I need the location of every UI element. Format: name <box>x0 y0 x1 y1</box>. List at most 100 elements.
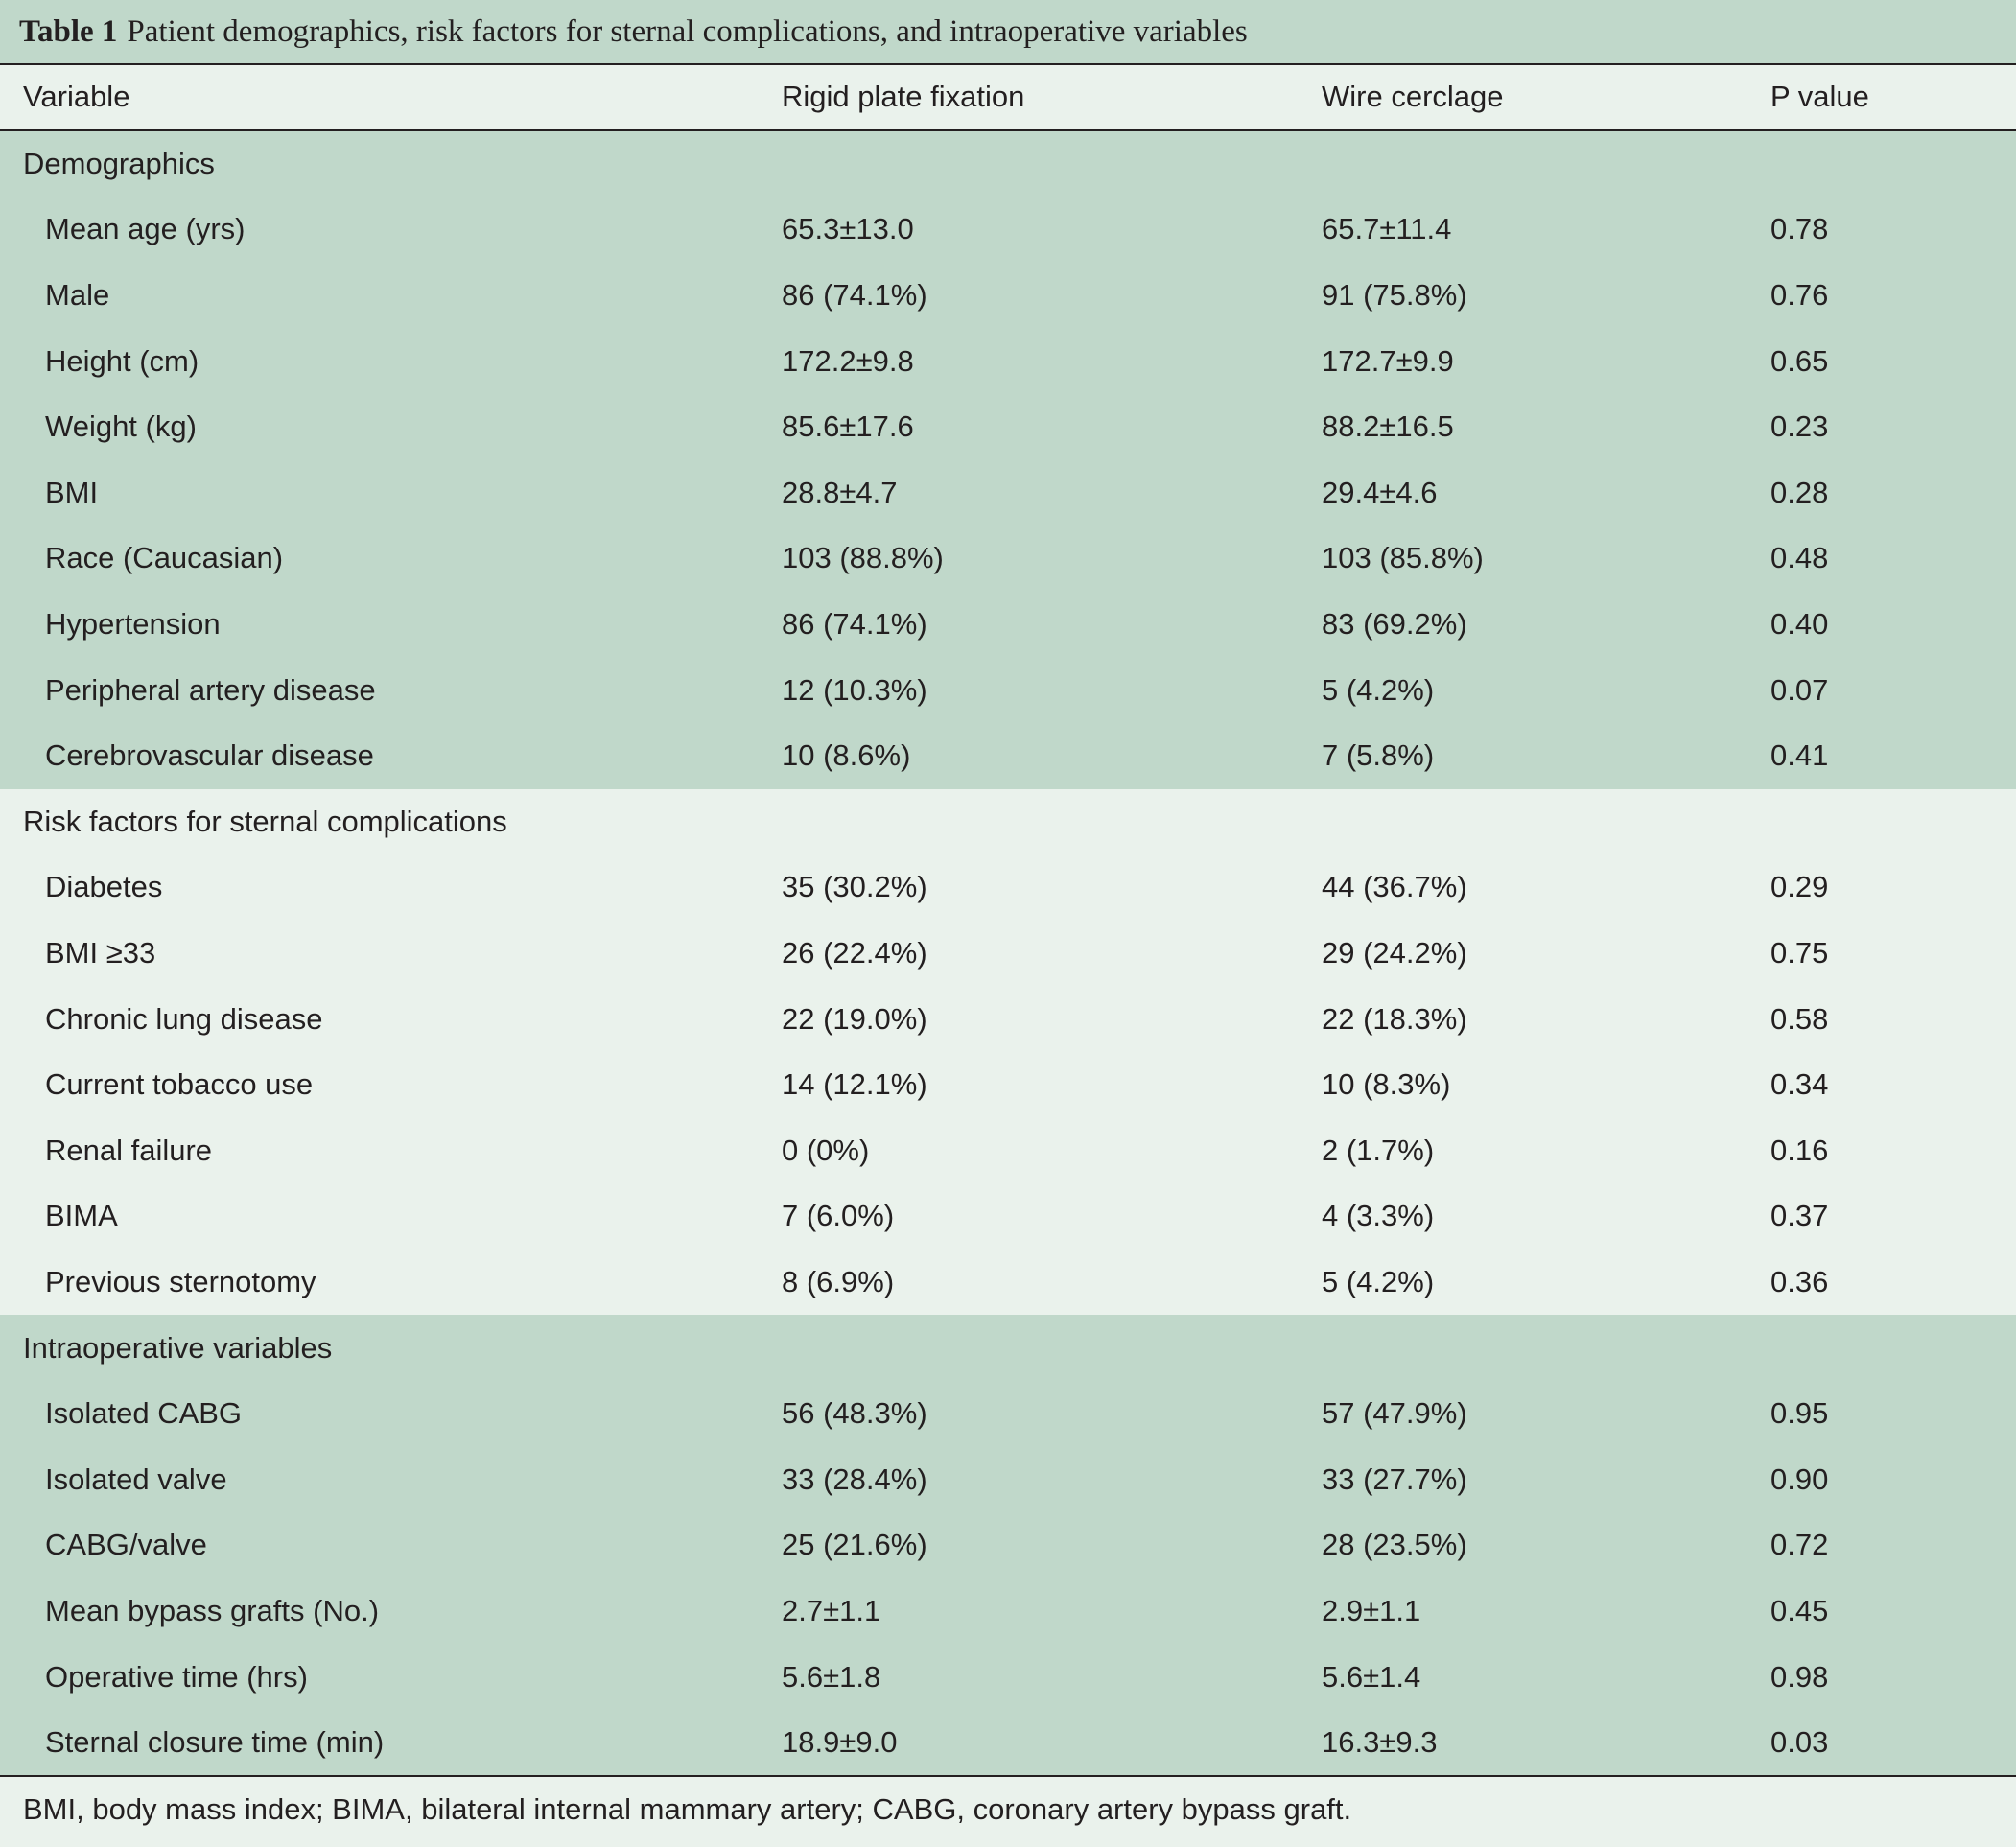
cell-p-value: 0.58 <box>1770 1001 1829 1036</box>
cell-wire-cerclage: 5.6±1.4 <box>1322 1659 1421 1694</box>
cell-wire-cerclage: 7 (5.8%) <box>1322 738 1435 773</box>
table-body: Demographics Mean age (yrs) 65.3±13.0 65.7±… <box>0 130 2016 1776</box>
table-caption-text: Patient demographics, risk factors for s… <box>127 13 1248 49</box>
table-row: Renal failure 0 (0%) 2 (1.7%) 0.16 <box>0 1118 2016 1184</box>
cell-rigid-plate: 0 (0%) <box>782 1133 870 1167</box>
cell-variable: Isolated valve <box>45 1461 227 1496</box>
cell-variable: Renal failure <box>45 1133 213 1167</box>
table-row: BIMA 7 (6.0%) 4 (3.3%) 0.37 <box>0 1183 2016 1250</box>
table-row: Diabetes 35 (30.2%) 44 (36.7%) 0.29 <box>0 854 2016 921</box>
table-row: Height (cm) 172.2±9.8 172.7±9.9 0.65 <box>0 328 2016 394</box>
cell-rigid-plate: 2.7±1.1 <box>782 1593 881 1627</box>
cell-variable: Diabetes <box>45 870 163 904</box>
cell-variable: Height (cm) <box>45 343 199 378</box>
column-header-variable: Variable <box>23 80 130 114</box>
cell-variable: Hypertension <box>45 607 221 642</box>
table-row: BMI 28.8±4.7 29.4±4.6 0.28 <box>0 460 2016 526</box>
cell-variable: Mean bypass grafts (No.) <box>45 1593 380 1627</box>
cell-wire-cerclage: 91 (75.8%) <box>1322 278 1467 313</box>
table-row: Operative time (hrs) 5.6±1.8 5.6±1.4 0.98 <box>0 1644 2016 1710</box>
cell-wire-cerclage: 10 (8.3%) <box>1322 1067 1451 1102</box>
cell-variable: Chronic lung disease <box>45 1001 323 1036</box>
table-row: Current tobacco use 14 (12.1%) 10 (8.3%) 0.… <box>0 1052 2016 1118</box>
cell-rigid-plate: 33 (28.4%) <box>782 1461 927 1496</box>
cell-p-value: 0.16 <box>1770 1133 1829 1167</box>
cell-rigid-plate: 18.9±9.0 <box>782 1725 898 1760</box>
cell-variable: Weight (kg) <box>45 409 197 444</box>
cell-rigid-plate: 7 (6.0%) <box>782 1199 895 1233</box>
cell-p-value: 0.23 <box>1770 409 1829 444</box>
cell-wire-cerclage: 172.7±9.9 <box>1322 343 1454 378</box>
cell-variable: Operative time (hrs) <box>45 1659 308 1694</box>
column-header-rigid-plate: Rigid plate fixation <box>782 80 1025 114</box>
column-header-wire-cerclage: Wire cerclage <box>1322 80 1504 114</box>
cell-rigid-plate: 35 (30.2%) <box>782 870 927 904</box>
table-row: Previous sternotomy 8 (6.9%) 5 (4.2%) 0.36 <box>0 1250 2016 1316</box>
cell-variable: Peripheral artery disease <box>45 672 376 707</box>
cell-wire-cerclage: 4 (3.3%) <box>1322 1199 1435 1233</box>
cell-variable: Sternal closure time (min) <box>45 1725 385 1760</box>
cell-p-value: 0.48 <box>1770 541 1829 575</box>
section-title: Demographics <box>23 146 215 180</box>
table-row: Hypertension 86 (74.1%) 83 (69.2%) 0.40 <box>0 592 2016 658</box>
cell-p-value: 0.95 <box>1770 1396 1829 1431</box>
table-row: Male 86 (74.1%) 91 (75.8%) 0.76 <box>0 263 2016 329</box>
cell-wire-cerclage: 57 (47.9%) <box>1322 1396 1467 1431</box>
cell-variable: Current tobacco use <box>45 1067 314 1102</box>
table-row: Cerebrovascular disease 10 (8.6%) 7 (5.8%)… <box>0 723 2016 789</box>
cell-wire-cerclage: 44 (36.7%) <box>1322 870 1467 904</box>
cell-rigid-plate: 85.6±17.6 <box>782 409 914 444</box>
cell-rigid-plate: 56 (48.3%) <box>782 1396 927 1431</box>
cell-wire-cerclage: 33 (27.7%) <box>1322 1461 1467 1496</box>
cell-p-value: 0.37 <box>1770 1199 1829 1233</box>
cell-p-value: 0.41 <box>1770 738 1829 773</box>
cell-rigid-plate: 86 (74.1%) <box>782 607 927 642</box>
table-row: Weight (kg) 85.6±17.6 88.2±16.5 0.23 <box>0 394 2016 460</box>
cell-p-value: 0.36 <box>1770 1264 1829 1298</box>
cell-wire-cerclage: 29.4±4.6 <box>1322 475 1438 509</box>
cell-p-value: 0.03 <box>1770 1725 1829 1760</box>
cell-rigid-plate: 172.2±9.8 <box>782 343 914 378</box>
cell-p-value: 0.90 <box>1770 1461 1829 1496</box>
cell-rigid-plate: 103 (88.8%) <box>782 541 944 575</box>
table-row: BMI ≥33 26 (22.4%) 29 (24.2%) 0.75 <box>0 921 2016 987</box>
cell-p-value: 0.28 <box>1770 475 1829 509</box>
cell-rigid-plate: 28.8±4.7 <box>782 475 898 509</box>
cell-rigid-plate: 22 (19.0%) <box>782 1001 927 1036</box>
cell-p-value: 0.72 <box>1770 1528 1829 1562</box>
cell-variable: Isolated CABG <box>45 1396 243 1431</box>
table-row: Mean bypass grafts (No.) 2.7±1.1 2.9±1.1 0.… <box>0 1578 2016 1645</box>
cell-wire-cerclage: 16.3±9.3 <box>1322 1725 1438 1760</box>
cell-wire-cerclage: 5 (4.2%) <box>1322 672 1435 707</box>
cell-variable: Race (Caucasian) <box>45 541 284 575</box>
cell-wire-cerclage: 22 (18.3%) <box>1322 1001 1467 1036</box>
table-section: Risk factors for sternal complications Di… <box>0 788 2016 1316</box>
column-header-p-value: P value <box>1770 80 1869 114</box>
cell-p-value: 0.78 <box>1770 212 1829 246</box>
section-header-row: Demographics <box>0 131 2016 198</box>
cell-rigid-plate: 14 (12.1%) <box>782 1067 927 1102</box>
cell-wire-cerclage: 103 (85.8%) <box>1322 541 1484 575</box>
table-row: Chronic lung disease 22 (19.0%) 22 (18.3%)… <box>0 986 2016 1052</box>
table-row: Race (Caucasian) 103 (88.8%) 103 (85.8%) 0.… <box>0 526 2016 592</box>
section-header-row: Intraoperative variables <box>0 1315 2016 1381</box>
cell-p-value: 0.07 <box>1770 672 1829 707</box>
cell-wire-cerclage: 65.7±11.4 <box>1322 212 1452 246</box>
section-title: Intraoperative variables <box>23 1330 333 1365</box>
table-caption-label: Table 1 <box>19 13 118 49</box>
cell-variable: BMI ≥33 <box>45 936 156 970</box>
cell-variable: BMI <box>45 475 99 509</box>
table-section: Intraoperative variables Isolated CABG 56 … <box>0 1315 2016 1776</box>
cell-wire-cerclage: 5 (4.2%) <box>1322 1264 1435 1298</box>
table-section: Demographics Mean age (yrs) 65.3±13.0 65.7±… <box>0 130 2016 789</box>
cell-wire-cerclage: 2 (1.7%) <box>1322 1133 1435 1167</box>
cell-variable: Male <box>45 278 110 313</box>
cell-p-value: 0.45 <box>1770 1593 1829 1627</box>
table-row: Isolated CABG 56 (48.3%) 57 (47.9%) 0.95 <box>0 1381 2016 1447</box>
cell-variable: Mean age (yrs) <box>45 212 246 246</box>
table-row: Sternal closure time (min) 18.9±9.0 16.3±9… <box>0 1710 2016 1776</box>
cell-rigid-plate: 5.6±1.8 <box>782 1659 881 1694</box>
cell-p-value: 0.75 <box>1770 936 1829 970</box>
cell-rigid-plate: 25 (21.6%) <box>782 1528 927 1562</box>
cell-rigid-plate: 10 (8.6%) <box>782 738 911 773</box>
